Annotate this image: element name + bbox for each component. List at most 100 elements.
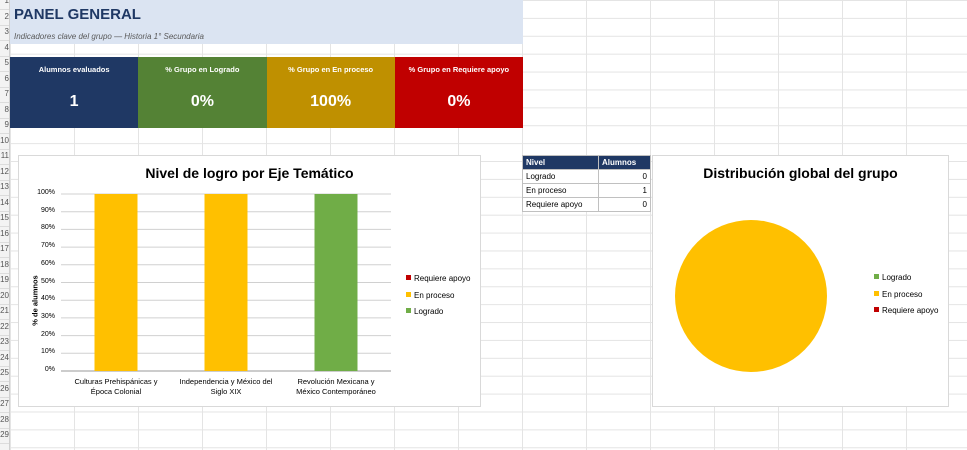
kpi-label: Alumnos evaluados <box>38 65 110 74</box>
y-tick-label: 50% <box>40 277 55 285</box>
row-header[interactable]: 3 <box>0 23 9 41</box>
cell-nivel[interactable]: En proceso <box>522 183 599 198</box>
row-header[interactable]: 5 <box>0 54 9 72</box>
legend-swatch <box>874 291 879 296</box>
y-tick-label: 80% <box>40 224 55 232</box>
kpi-card-requiere-apoyo[interactable]: % Grupo en Requiere apoyo 0% <box>394 57 523 128</box>
legend-label: Requiere apoyo <box>414 274 471 283</box>
row-header[interactable]: 9 <box>0 116 9 134</box>
row-header[interactable]: 2 <box>0 8 9 26</box>
kpi-row: Alumnos evaluados 1 % Grupo en Logrado 0… <box>10 57 523 128</box>
bar-chart-svg <box>61 193 391 372</box>
kpi-value: 100% <box>310 93 352 110</box>
header-alumnos[interactable]: Alumnos <box>598 155 651 170</box>
row-header[interactable]: 4 <box>0 39 9 57</box>
legend-label: Requiere apoyo <box>882 306 939 315</box>
y-tick-label: 20% <box>40 330 55 338</box>
kpi-label: % Grupo en Requiere apoyo <box>408 65 510 74</box>
row-header[interactable]: 28 <box>0 411 9 429</box>
legend-label: Logrado <box>882 273 912 282</box>
legend-item-requiere-apoyo[interactable]: Requiere apoyo <box>406 274 470 283</box>
kpi-value: 0% <box>190 93 214 110</box>
y-tick-label: 0% <box>44 366 55 373</box>
row-header[interactable]: 18 <box>0 256 9 274</box>
pie-slice-en-proceso[interactable] <box>675 220 827 372</box>
kpi-value: 0% <box>447 93 471 110</box>
row-header[interactable]: 10 <box>0 132 9 150</box>
y-tick-label: 60% <box>40 259 55 267</box>
row-header[interactable]: 21 <box>0 302 9 320</box>
bar-en-proceso[interactable] <box>204 194 248 371</box>
kpi-label: % Grupo en En proceso <box>288 65 374 74</box>
page-title: PANEL GENERAL <box>14 6 141 23</box>
legend-item-logrado[interactable]: Logrado <box>874 273 911 282</box>
cell-alumnos[interactable]: 0 <box>598 169 651 184</box>
header-nivel[interactable]: Nivel <box>522 155 599 170</box>
row-header[interactable]: 17 <box>0 240 9 258</box>
kpi-label: % Grupo en Logrado <box>165 65 240 74</box>
row-header[interactable]: 14 <box>0 194 9 212</box>
row-header[interactable]: 24 <box>0 349 9 367</box>
legend-swatch <box>874 274 879 279</box>
table-row: En proceso 1 <box>522 183 651 198</box>
legend-item-requiere-apoyo[interactable]: Requiere apoyo <box>874 306 938 315</box>
row-header[interactable]: 8 <box>0 101 9 119</box>
legend-label: Logrado <box>414 307 444 316</box>
row-header[interactable]: 12 <box>0 163 9 181</box>
legend-swatch <box>406 292 411 297</box>
y-tick-label: 30% <box>40 312 55 320</box>
legend-item-en-proceso[interactable]: En proceso <box>874 290 922 299</box>
legend-swatch <box>406 308 411 313</box>
row-header[interactable]: 20 <box>0 287 9 305</box>
kpi-value: 1 <box>69 93 79 110</box>
row-header[interactable]: 26 <box>0 380 9 398</box>
y-tick-label: 40% <box>40 295 55 303</box>
legend-label: En proceso <box>414 291 455 300</box>
summary-table: Nivel Alumnos Logrado 0 En proceso 1 Req… <box>522 155 651 212</box>
row-header[interactable]: 11 <box>0 147 9 165</box>
legend-item-en-proceso[interactable]: En proceso <box>406 291 454 300</box>
row-header[interactable]: 19 <box>0 271 9 289</box>
table-row: Logrado 0 <box>522 169 651 184</box>
bar-en-proceso[interactable] <box>94 194 138 371</box>
y-tick-label: 10% <box>40 348 55 356</box>
row-header[interactable]: 16 <box>0 225 9 243</box>
row-header[interactable]: 15 <box>0 209 9 227</box>
row-headers: 1 2 3 4 5 6 7 8 9 10 11 12 13 14 15 16 17 18 19 20 21 22 23 24 2… <box>0 0 10 450</box>
bar-logrado[interactable] <box>314 194 358 371</box>
pie-plot <box>675 220 827 372</box>
bar-chart-panel[interactable]: Nivel de logro por Eje Temático % de alu… <box>18 155 481 407</box>
title-band: PANEL GENERAL Indicadores clave del grup… <box>10 0 523 44</box>
bar-chart-title: Nivel de logro por Eje Temático <box>145 165 354 181</box>
row-header[interactable]: 1 <box>0 0 9 10</box>
cell-alumnos[interactable]: 1 <box>598 183 651 198</box>
legend-swatch <box>406 275 411 280</box>
kpi-card-logrado[interactable]: % Grupo en Logrado 0% <box>138 57 267 128</box>
page-subtitle: Indicadores clave del grupo — Historia 1… <box>14 32 204 41</box>
row-header[interactable]: 6 <box>0 70 9 88</box>
cell-alumnos[interactable]: 0 <box>598 197 651 212</box>
row-header[interactable]: 7 <box>0 85 9 103</box>
cell-nivel[interactable]: Logrado <box>522 169 599 184</box>
row-header[interactable]: 27 <box>0 395 9 413</box>
legend-swatch <box>874 307 879 312</box>
kpi-card-alumnos[interactable]: Alumnos evaluados 1 <box>10 57 139 128</box>
legend-label: En proceso <box>882 290 923 299</box>
pie-chart-title: Distribución global del grupo <box>703 165 898 181</box>
pie-chart-panel[interactable]: Distribución global del grupo Logrado En… <box>652 155 949 407</box>
row-header[interactable]: 25 <box>0 364 9 382</box>
row-header[interactable]: 23 <box>0 333 9 351</box>
x-tick-label: Independencia y México del Siglo XIX <box>179 377 273 396</box>
table-header-row: Nivel Alumnos <box>522 155 651 170</box>
row-header[interactable]: 22 <box>0 318 9 336</box>
y-tick-label: 100% <box>37 189 55 196</box>
x-tick-label: Revolución Mexicana y México Contemporáne… <box>296 377 376 396</box>
y-tick-label: 70% <box>40 242 55 250</box>
legend-item-logrado[interactable]: Logrado <box>406 307 443 316</box>
cell-nivel[interactable]: Requiere apoyo <box>522 197 599 212</box>
row-header[interactable]: 29 <box>0 426 9 444</box>
y-tick-label: 90% <box>40 206 55 214</box>
kpi-card-en-proceso[interactable]: % Grupo en En proceso 100% <box>266 57 395 128</box>
table-row: Requiere apoyo 0 <box>522 197 651 212</box>
row-header[interactable]: 13 <box>0 178 9 196</box>
